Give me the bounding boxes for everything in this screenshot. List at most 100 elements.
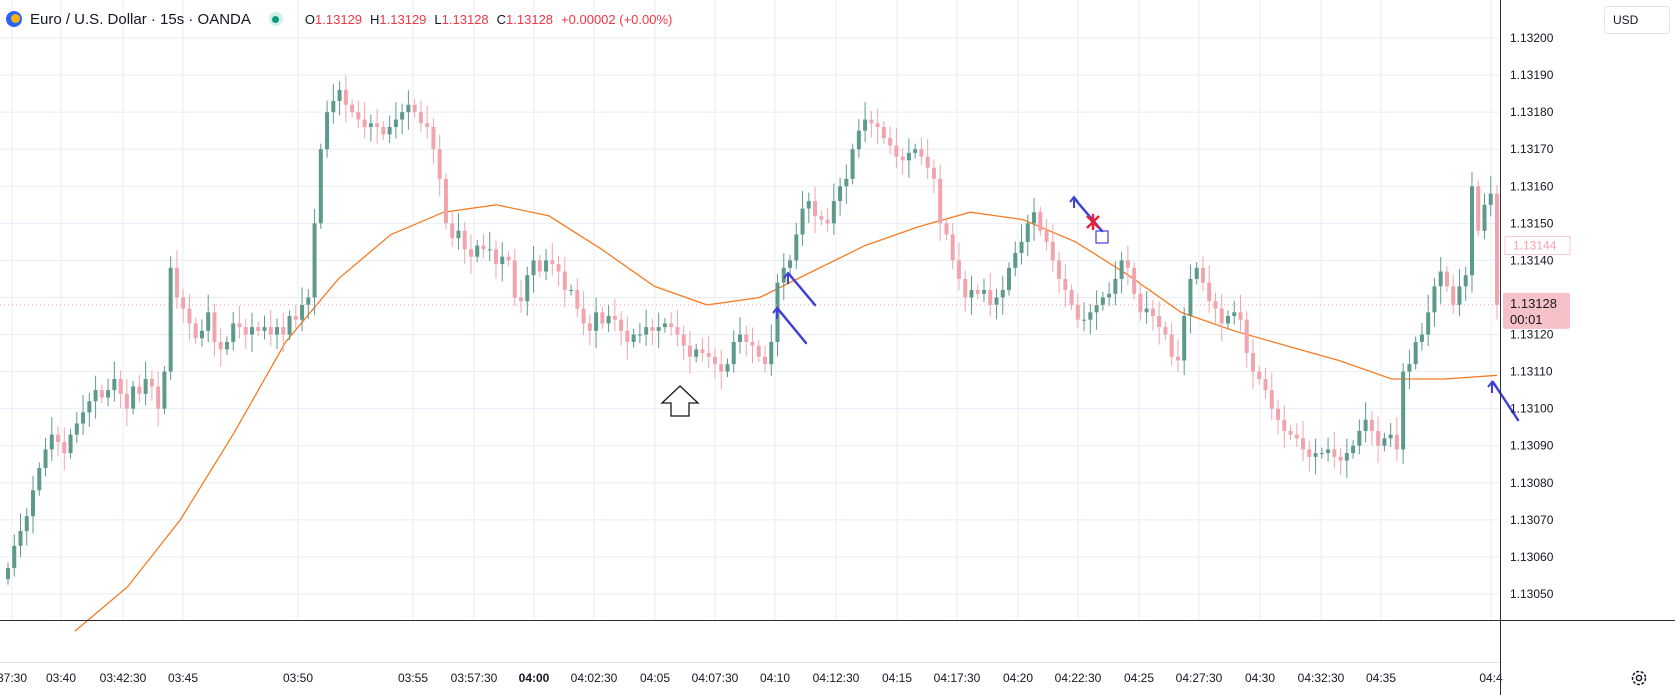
candle-body [1282,419,1287,431]
candle-body [637,334,642,336]
candle-body [675,327,680,335]
moving-average-layer [74,204,1498,632]
candle-body [969,290,974,298]
candle-body [12,545,17,569]
candle-body [437,149,442,179]
candle-body [806,201,811,209]
chart-grid [0,0,1500,620]
candle-body [669,323,674,328]
candle-body [418,112,423,124]
price-tick-label: 1.13080 [1510,476,1554,490]
trend-line-drawing [1491,380,1520,422]
gear-icon[interactable] [1627,666,1651,690]
candle-body [1219,308,1224,324]
candle-body [1007,267,1012,291]
candle-body [975,290,980,294]
candle-body [493,249,498,265]
candle-body [1200,267,1205,283]
candle-body [619,319,624,331]
candle-body [1225,316,1230,324]
candle-body [1469,186,1474,276]
candle-body [500,256,505,265]
candle-body [43,449,48,468]
time-tick-label: 04:05 [640,671,670,685]
selection-box [1095,230,1109,244]
candle-body [731,341,736,365]
time-tick-label: 03:40 [46,671,76,685]
candle-body [1482,204,1487,231]
candle-body [506,256,511,261]
candle-body [1088,312,1093,320]
candle-body [387,126,392,135]
candle-body [1138,293,1143,313]
candle-body [600,312,605,324]
price-tick-label: 1.13120 [1510,328,1554,342]
candle-body [1213,301,1218,309]
candle-body [275,327,280,335]
candle-body [687,345,692,357]
time-tick-label: 04:30 [1245,671,1275,685]
candle-body [262,327,267,331]
symbol-title[interactable]: Euro / U.S. Dollar · 15s · OANDA [30,10,251,28]
candle-body [825,219,830,224]
candle-body [199,330,204,339]
candle-body [156,386,161,409]
ma-value-tag [1504,236,1571,256]
candle-body [788,260,793,268]
candle-body [149,379,154,387]
candle-body [1032,212,1037,224]
candle-body [813,201,818,216]
time-tick-label: 03:45 [168,671,198,685]
currency-selector-button[interactable]: USD [1604,6,1670,34]
candle-body [318,149,323,224]
candle-body [800,208,805,235]
price-tick-label: 1.13150 [1510,216,1554,230]
time-tick-label: 03:57:30 [451,671,498,685]
candle-body [237,323,242,328]
drawings-layer[interactable] [660,195,1520,422]
candle-body [1119,260,1124,279]
candle-body [393,119,398,127]
candle-body [781,267,786,283]
candle-body [293,316,298,320]
open-value: 1.13129 [315,11,363,27]
candle-body [1251,353,1256,372]
candle-body [662,323,667,328]
candle-body [819,215,824,220]
candle-body [181,297,186,309]
candle-body [81,412,86,424]
candle-body [1294,434,1299,439]
candle-body [300,304,305,320]
candle-body [306,297,311,305]
candle-body [1057,260,1062,279]
change-value: +0.00002 (+0.00%) [561,11,673,27]
candle-body [1432,286,1437,313]
candle-body [18,530,23,546]
candle-body [644,327,649,335]
candle-body [1182,316,1187,361]
candle-body [1307,449,1312,457]
candle-body [1407,364,1412,372]
candle-body [1150,308,1155,316]
trend-line-drawing [776,307,808,345]
candle-body [431,126,436,150]
time-tick-label: 04:35 [1366,671,1396,685]
candle-body [1169,334,1174,357]
candle-body [356,112,361,120]
time-tick-label: 04:00 [519,671,550,685]
cross-marker-icon [1086,214,1100,230]
candle-body [1413,341,1418,365]
time-tick-label: 04:32:30 [1298,671,1345,685]
candle-body [1019,241,1024,253]
candle-body [1113,278,1118,294]
price-tick-label: 1.13160 [1510,179,1554,193]
candle-body [1013,252,1018,268]
candle-body [350,104,355,113]
ma-value-label: 1.13144 [1513,239,1557,253]
candle-body [1288,430,1293,435]
candle-body [1075,304,1080,320]
candle-body [331,101,336,113]
candle-body [206,312,211,331]
